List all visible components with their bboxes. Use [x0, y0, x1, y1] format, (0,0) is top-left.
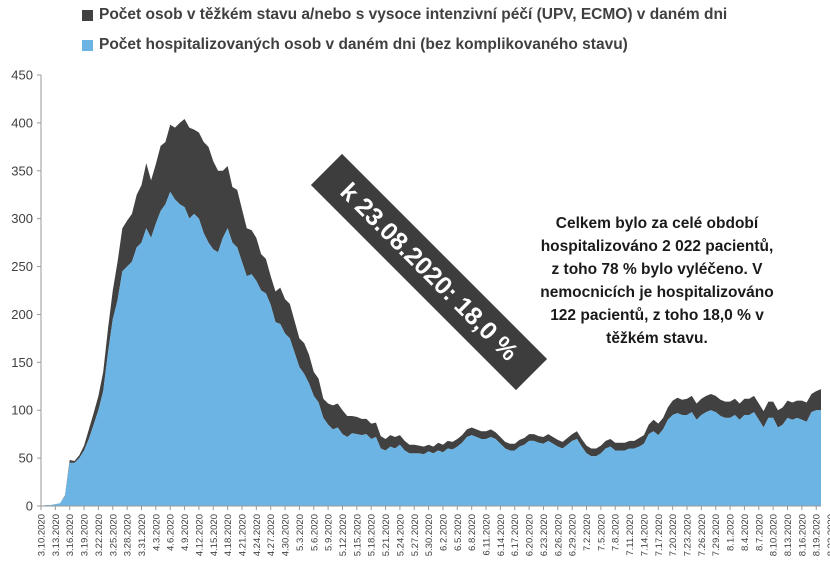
- summary-annotation: Celkem bylo za celé období hospitalizová…: [532, 212, 782, 350]
- x-tick-label: 6.20.2020: [525, 514, 536, 556]
- y-tick-label: 350: [11, 163, 33, 178]
- x-tick-label: 8.7.2020: [754, 514, 765, 551]
- area-series-hospitalized: [41, 191, 821, 506]
- x-tick-label: 3.22.2020: [94, 514, 105, 556]
- y-tick-label: 300: [11, 211, 33, 226]
- x-tick-label: 7.17.2020: [654, 514, 665, 556]
- y-tick-label: 50: [19, 451, 33, 466]
- x-tick-label: 8.1.2020: [726, 514, 737, 551]
- x-tick-label: 6.23.2020: [539, 514, 550, 556]
- x-tick-label: 5.15.2020: [352, 514, 363, 556]
- x-tick-label: 4.9.2020: [180, 514, 191, 551]
- y-tick-label: 150: [11, 355, 33, 370]
- legend-item-hospitalized: Počet hospitalizovaných osob v daném dni…: [82, 36, 628, 54]
- y-axis-ticks: 0 50 100 150 200 250 300 350 400 450: [11, 68, 41, 514]
- x-tick-label: 8.19.2020: [812, 514, 823, 556]
- x-tick-label: 3.19.2020: [80, 514, 91, 556]
- x-tick-label: 4.18.2020: [223, 514, 234, 556]
- x-tick-label: 4.3.2020: [151, 514, 162, 551]
- x-axis-ticks: 3.10.2020 3.13.2020 3.16.2020 3.19.2020 3.22…: [37, 506, 830, 556]
- x-tick-label: 8.22.2020: [826, 514, 830, 556]
- x-tick-label: 4.21.2020: [237, 514, 248, 556]
- x-tick-label: 5.24.2020: [395, 514, 406, 556]
- x-tick-label: 6.26.2020: [553, 514, 564, 556]
- x-tick-label: 6.8.2020: [467, 514, 478, 551]
- chart-areas: [41, 119, 821, 506]
- x-tick-label: 5.30.2020: [424, 514, 435, 556]
- annotation-line: těžkém stavu.: [606, 330, 708, 347]
- x-tick-label: 6.17.2020: [510, 514, 521, 556]
- x-tick-label: 7.8.2020: [611, 514, 622, 551]
- x-tick-label: 3.16.2020: [65, 514, 76, 556]
- x-tick-label: 4.12.2020: [194, 514, 205, 556]
- x-tick-label: 5.6.2020: [309, 514, 320, 551]
- x-tick-label: 4.24.2020: [252, 514, 263, 556]
- x-tick-label: 4.6.2020: [166, 514, 177, 551]
- x-tick-label: 4.15.2020: [209, 514, 220, 556]
- annotation-line: Celkem bylo za celé období: [555, 215, 759, 232]
- y-tick-label: 0: [26, 499, 33, 514]
- x-tick-label: 5.12.2020: [338, 514, 349, 556]
- legend-item-severe: Počet osob v těžkém stavu a/nebo s vysoc…: [82, 6, 727, 24]
- x-tick-label: 3.28.2020: [123, 514, 134, 556]
- y-tick-label: 100: [11, 403, 33, 418]
- x-tick-label: 7.2.2020: [582, 514, 593, 551]
- x-tick-label: 8.16.2020: [797, 514, 808, 556]
- x-tick-label: 6.2.2020: [438, 514, 449, 551]
- x-tick-label: 7.14.2020: [639, 514, 650, 556]
- y-tick-label: 250: [11, 259, 33, 274]
- x-tick-label: 8.13.2020: [783, 514, 794, 556]
- x-tick-label: 5.27.2020: [410, 514, 421, 556]
- x-tick-label: 6.14.2020: [496, 514, 507, 556]
- annotation-line: nemocnicích je hospitalizováno: [540, 284, 774, 301]
- x-tick-label: 4.27.2020: [266, 514, 277, 556]
- x-tick-label: 5.21.2020: [381, 514, 392, 556]
- x-tick-label: 5.3.2020: [295, 514, 306, 551]
- x-tick-label: 7.20.2020: [668, 514, 679, 556]
- legend-swatch-hospitalized: [82, 39, 93, 51]
- x-tick-label: 7.23.2020: [683, 514, 694, 556]
- annotation-line: 122 pacientů, z toho 18,0 % v: [550, 307, 764, 324]
- area-series-severe: [41, 119, 821, 506]
- x-tick-label: 3.10.2020: [37, 514, 48, 556]
- chart-axes: [40, 75, 821, 507]
- legend-label-hospitalized: Počet hospitalizovaných osob v daném dni…: [99, 36, 628, 53]
- y-tick-label: 400: [11, 115, 33, 130]
- x-tick-label: 7.29.2020: [711, 514, 722, 556]
- x-tick-label: 3.13.2020: [51, 514, 62, 556]
- x-tick-label: 7.11.2020: [625, 514, 636, 556]
- legend-label-severe: Počet osob v těžkém stavu a/nebo s vysoc…: [99, 6, 728, 23]
- x-tick-label: 5.18.2020: [367, 514, 378, 556]
- x-tick-label: 3.31.2020: [137, 514, 148, 556]
- x-tick-label: 8.10.2020: [769, 514, 780, 556]
- x-tick-label: 4.30.2020: [281, 514, 292, 556]
- x-tick-label: 6.5.2020: [453, 514, 464, 551]
- y-tick-label: 200: [11, 307, 33, 322]
- y-tick-label: 450: [11, 68, 33, 83]
- x-tick-label: 7.5.2020: [596, 514, 607, 551]
- legend-swatch-severe: [82, 9, 93, 21]
- annotation-line: hospitalizováno 2 022 pacientů,: [540, 238, 774, 255]
- x-tick-label: 6.11.2020: [482, 514, 493, 556]
- x-tick-label: 8.4.2020: [740, 514, 751, 551]
- annotation-line: z toho 78 % bylo vyléčeno. V: [551, 261, 763, 278]
- x-tick-label: 5.9.2020: [324, 514, 335, 551]
- x-tick-label: 7.26.2020: [697, 514, 708, 556]
- x-tick-label: 6.29.2020: [568, 514, 579, 556]
- x-tick-label: 3.25.2020: [108, 514, 119, 556]
